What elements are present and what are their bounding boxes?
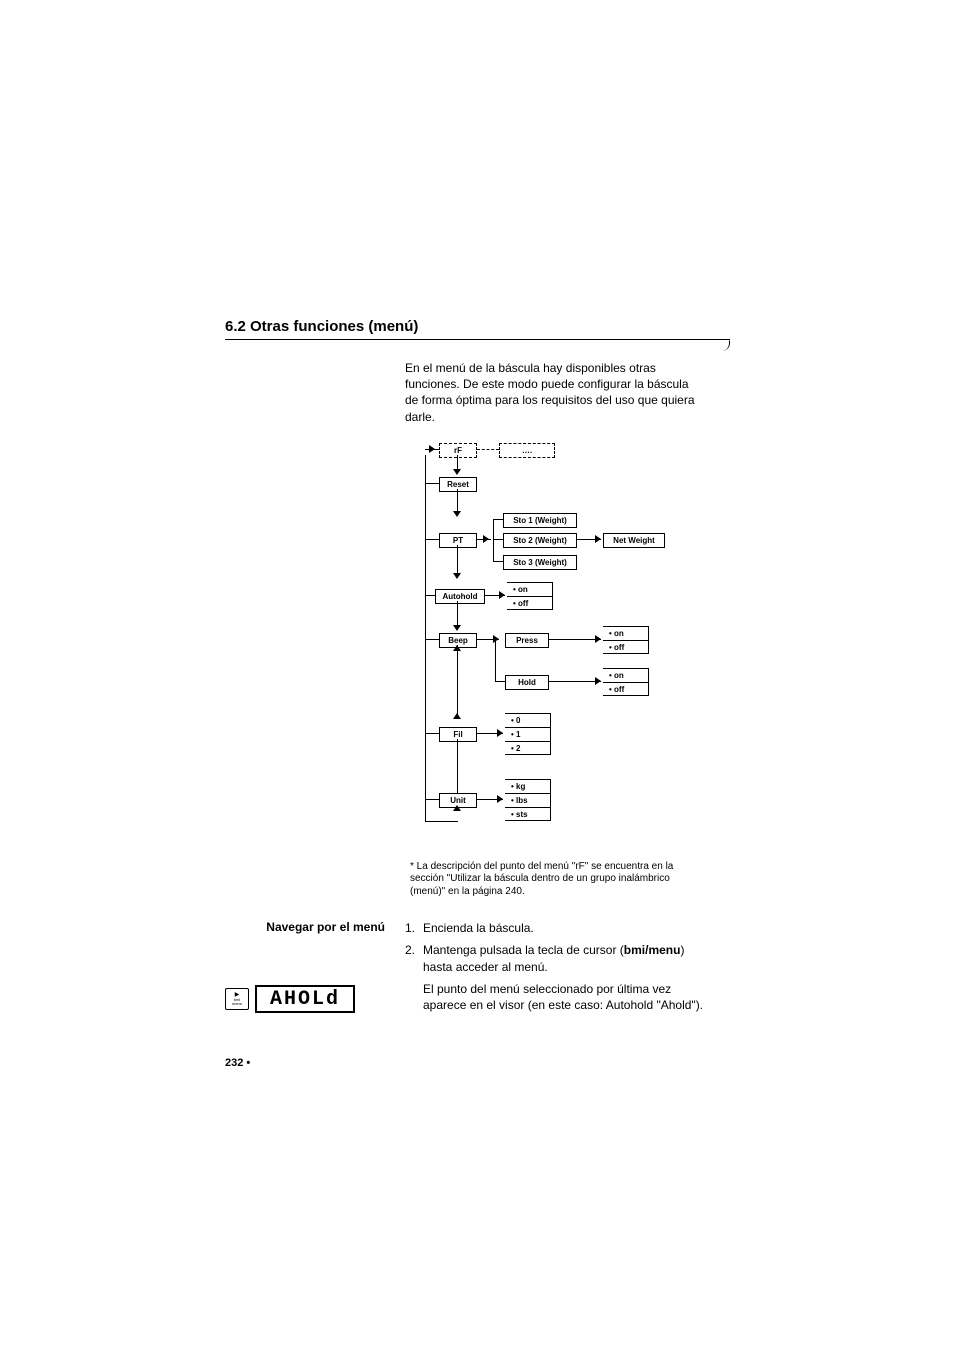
- step-2: 2. Mantenga pulsada la tecla de cursor (…: [405, 942, 705, 974]
- opt-kg: • kg: [505, 780, 550, 794]
- opt-lbs: • lbs: [505, 794, 550, 808]
- bmi-menu-button-icon: ▶ bmi menu: [225, 988, 249, 1010]
- opt-off: • off: [603, 683, 648, 697]
- node-press: Press: [505, 633, 549, 648]
- node-fil: Fil: [439, 727, 477, 742]
- menu-tree-diagram: rF …. Reset PT Sto 1 (Weight) Sto 2 (Wei…: [405, 443, 735, 853]
- opt-2: • 2: [505, 742, 550, 756]
- node-sto2: Sto 2 (Weight): [503, 533, 577, 548]
- button-label-bottom: menu: [232, 1002, 242, 1006]
- step-text: Mantenga pulsada la tecla de cursor (bmi…: [423, 942, 705, 974]
- node-rf: rF: [439, 443, 477, 458]
- side-heading: Navegar por el menú: [225, 920, 385, 934]
- node-sto3: Sto 3 (Weight): [503, 555, 577, 570]
- node-reset: Reset: [439, 477, 477, 492]
- node-pt: PT: [439, 533, 477, 548]
- step-1: 1. Encienda la báscula.: [405, 920, 705, 936]
- lcd-display: AHOLd: [255, 985, 355, 1013]
- node-netweight: Net Weight: [603, 533, 665, 548]
- step-number: 1.: [405, 920, 423, 936]
- node-sto1: Sto 1 (Weight): [503, 513, 577, 528]
- heading-rule: [225, 342, 730, 350]
- opt-on: • on: [603, 627, 648, 641]
- opt-1: • 1: [505, 728, 550, 742]
- node-hold: Hold: [505, 675, 549, 690]
- node-dots: ….: [499, 443, 555, 458]
- opt-0: • 0: [505, 714, 550, 728]
- intro-paragraph: En el menú de la báscula hay disponibles…: [405, 360, 705, 425]
- opt-on: • on: [507, 583, 552, 597]
- result-paragraph: El punto del menú seleccionado por últim…: [423, 981, 705, 1013]
- opt-off: • off: [507, 597, 552, 611]
- node-autohold: Autohold: [435, 589, 485, 604]
- page-number: 232 •: [225, 1057, 250, 1069]
- opt-sts: • sts: [505, 808, 550, 822]
- step-text: Encienda la báscula.: [423, 920, 534, 936]
- step-number: 2.: [405, 942, 423, 974]
- diagram-footnote: * La descripción del punto del menú "rF"…: [410, 861, 690, 899]
- opt-on: • on: [603, 669, 648, 683]
- section-heading: 6.2 Otras funciones (menú): [225, 318, 730, 340]
- opt-off: • off: [603, 641, 648, 655]
